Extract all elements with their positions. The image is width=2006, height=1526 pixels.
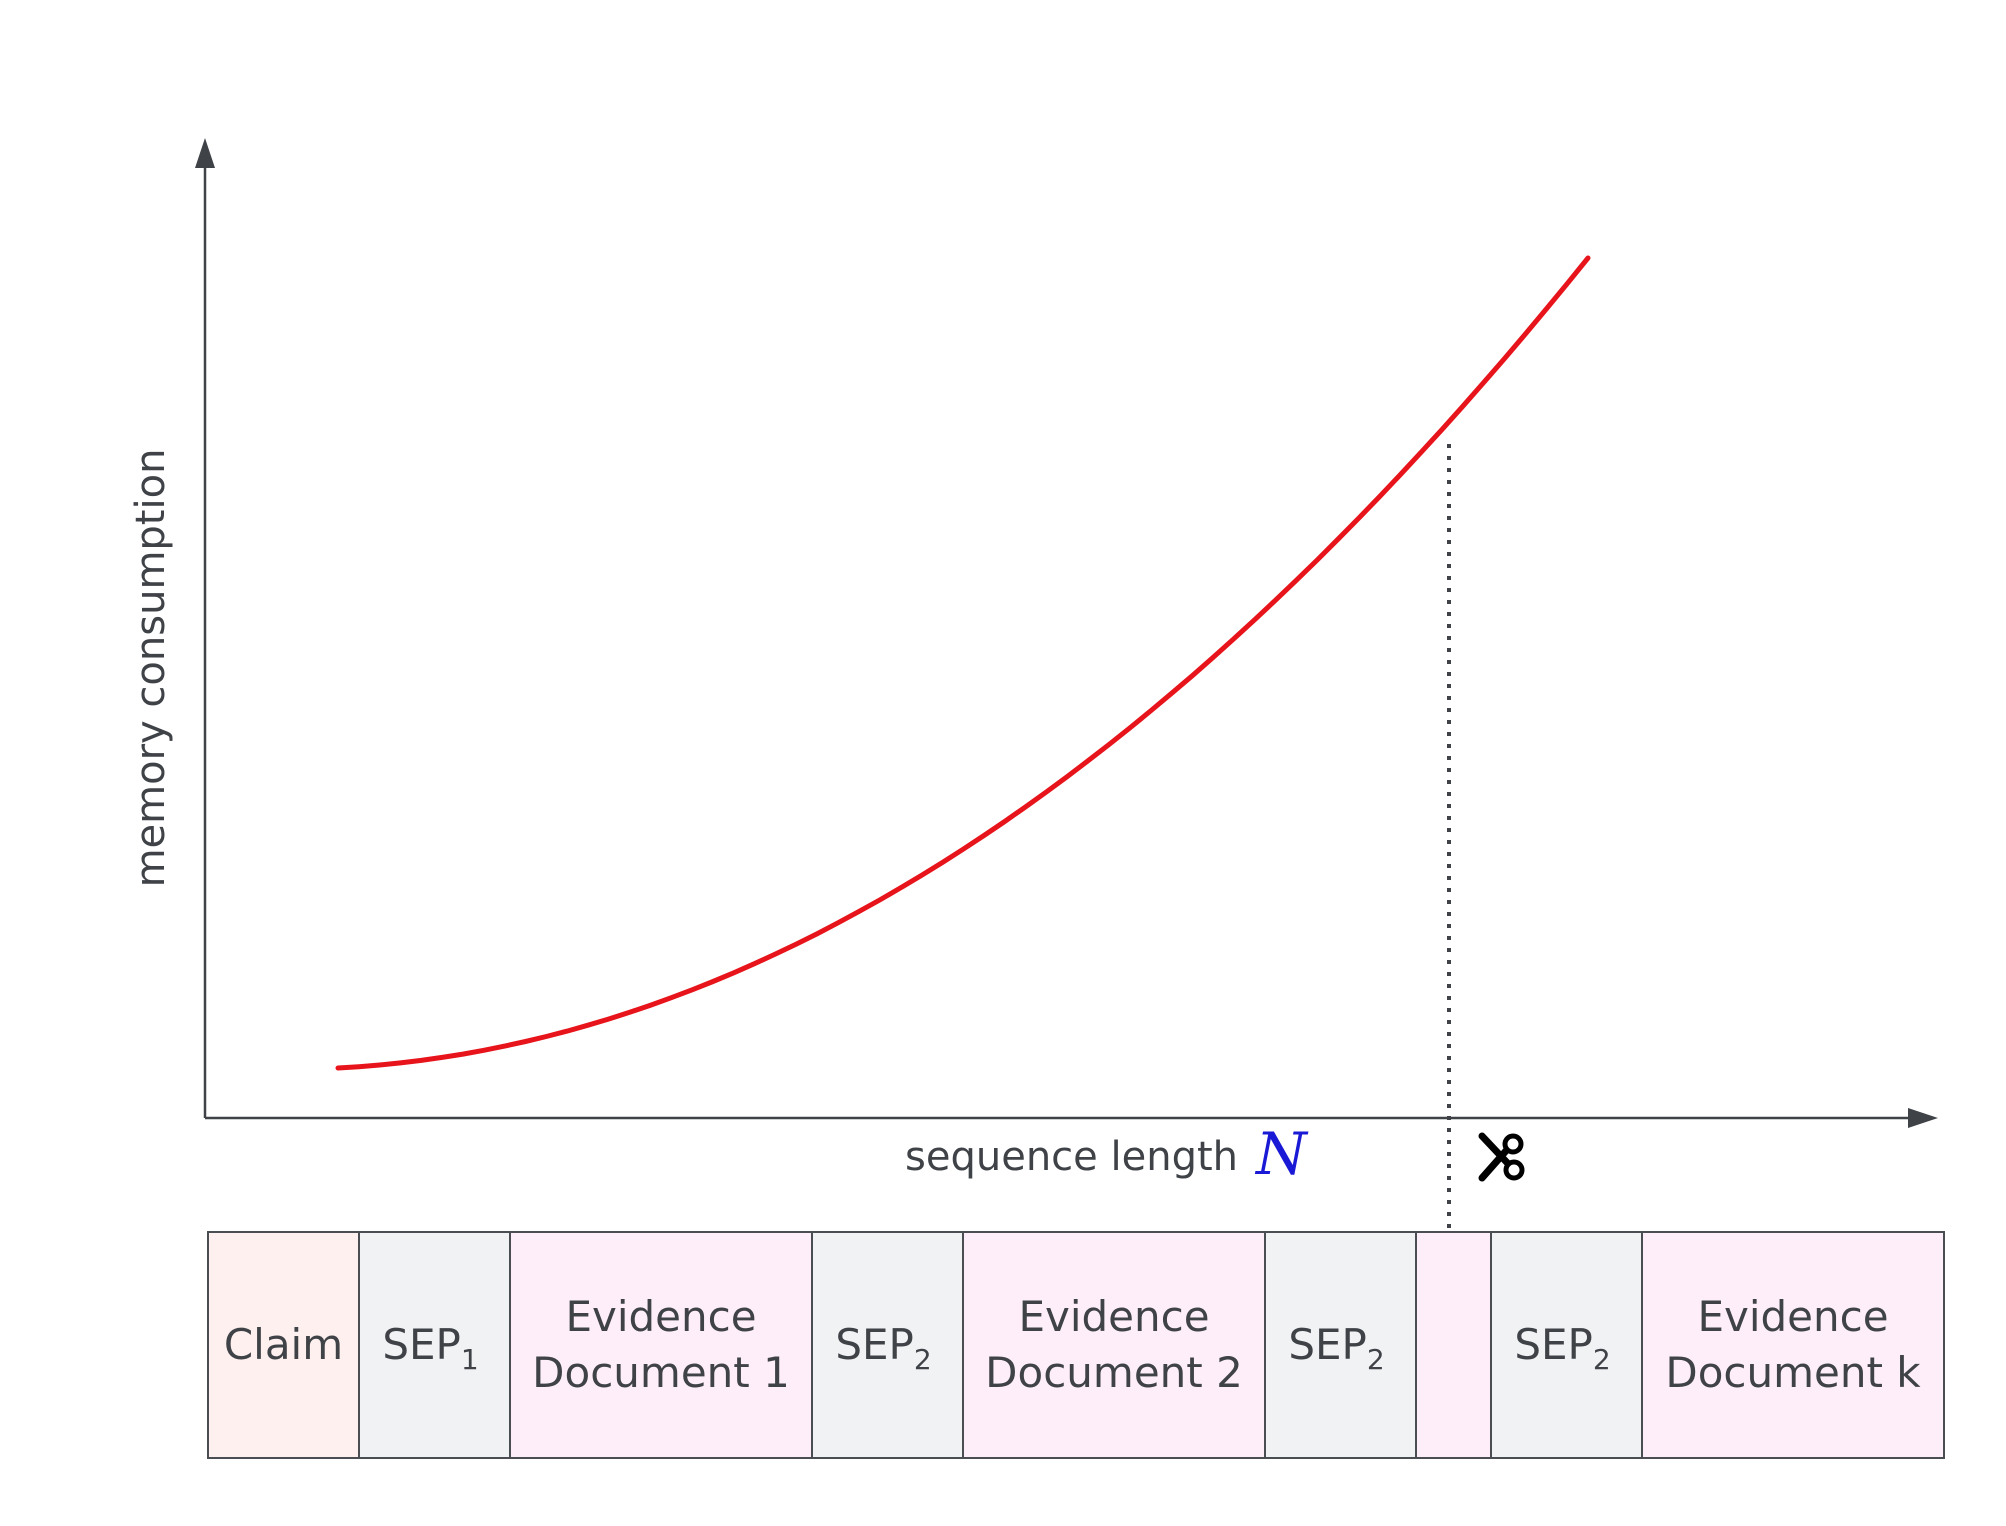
y-axis-arrowhead (195, 138, 215, 168)
segment-label: Evidence (1697, 1292, 1888, 1341)
scissors-icon (1478, 1132, 1525, 1182)
segment-evidence (509, 1231, 813, 1459)
segment-sep (1490, 1231, 1643, 1459)
segment-label: Claim (224, 1320, 343, 1369)
memory-curve (335, 255, 1591, 1071)
segment-label: Document 2 (985, 1348, 1243, 1397)
segment-label: Evidence (565, 1292, 756, 1341)
x-axis-symbol: N (1254, 1120, 1309, 1188)
y-axis-label: memory consumption (128, 449, 174, 888)
segment-evidence (962, 1231, 1266, 1459)
segment-evidence (1641, 1231, 1945, 1459)
segment-label: SEP2 (1514, 1320, 1610, 1376)
segment-label: Document k (1665, 1348, 1921, 1397)
segment-label: Document 1 (532, 1348, 790, 1397)
segment-gap (1415, 1231, 1492, 1459)
x-axis-label: sequence length (905, 1134, 1238, 1180)
segment-sep (811, 1231, 964, 1459)
segment-claim (207, 1231, 360, 1459)
x-axis-arrowhead (1908, 1108, 1938, 1128)
segment-label: Evidence (1018, 1292, 1209, 1341)
